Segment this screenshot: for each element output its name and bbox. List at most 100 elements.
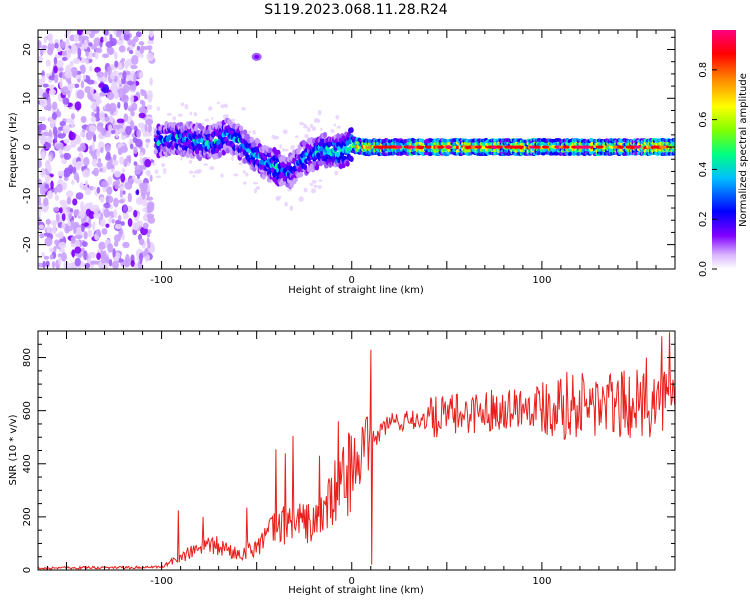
noise-blob (43, 35, 47, 44)
1-y-tick-label: 400 (22, 454, 33, 473)
noise-blob (48, 88, 56, 96)
noise-blob (142, 131, 149, 138)
noise-blob (45, 59, 51, 67)
noise-blob (80, 210, 86, 219)
halo-blob (309, 182, 314, 186)
noise-blob (61, 203, 68, 209)
noise-blob (81, 217, 86, 224)
ridge-cell (345, 160, 350, 167)
noise-blob (41, 75, 46, 84)
noise-blob (98, 167, 104, 173)
noise-blob (122, 212, 129, 220)
snr-panel: -100 0 100 0 200 400 600 800 Height of straight… (8, 330, 676, 596)
noise-blob (53, 65, 58, 74)
halo-blob (162, 168, 167, 172)
snr-series-line (38, 332, 675, 570)
ridge-peak (541, 145, 549, 149)
ridge-peak (516, 145, 524, 149)
halo-blob (255, 185, 261, 190)
halo-blob (192, 174, 196, 178)
noise-blob (117, 79, 122, 85)
noise-blob (102, 250, 107, 259)
noise-blob (127, 192, 132, 203)
ridge-peak (583, 145, 591, 149)
noise-blob (121, 168, 126, 173)
noise-blob (105, 130, 112, 138)
noise-blob (75, 192, 84, 200)
isolated-feature-core (254, 54, 260, 59)
noise-blob (87, 202, 94, 212)
noise-blob (39, 135, 46, 145)
ridge-cell (298, 171, 304, 178)
figure-title: S119.2023.068.11.28.R24 (264, 2, 447, 18)
noise-blob (133, 146, 138, 155)
noise-blob (90, 116, 97, 123)
ridge-cell (672, 143, 675, 147)
halo-blob (216, 101, 220, 105)
colorbar-gradient (712, 30, 736, 269)
noise-blob (53, 39, 60, 44)
noise-blob (99, 218, 106, 227)
noise-blob (70, 236, 76, 244)
noise-blob (104, 144, 111, 153)
halo-blob (180, 157, 183, 161)
noise-blob (85, 132, 90, 139)
noise-blob (93, 37, 101, 47)
noise-blob (144, 123, 148, 134)
noise-blob (125, 125, 132, 136)
noise-blob (128, 155, 132, 164)
noise-blob (83, 39, 88, 50)
noise-blob (97, 158, 102, 164)
halo-blob (238, 162, 243, 166)
noise-blob (85, 208, 92, 217)
halo-blob (303, 187, 308, 193)
noise-blob (119, 156, 125, 165)
noise-blob (106, 161, 112, 170)
noise-blob (106, 186, 113, 195)
halo-blob (279, 144, 282, 149)
noise-blob (95, 228, 101, 237)
1-y-tick-label: 800 (22, 348, 33, 367)
halo-blob (231, 155, 234, 162)
noise-blob (55, 212, 60, 222)
noise-blob (120, 221, 125, 227)
noise-blob (128, 50, 134, 55)
ridge-peak (596, 145, 604, 149)
noise-blob (106, 91, 115, 101)
1-x-tick-label: 0 (349, 576, 355, 587)
noise-blob (123, 100, 128, 111)
ridge-cell (312, 159, 317, 166)
noise-blob (52, 126, 58, 135)
noise-blob (43, 197, 49, 207)
noise-blob (41, 44, 48, 50)
ridge-peak (633, 145, 641, 149)
noise-blob (109, 72, 115, 80)
noise-blob (70, 113, 76, 120)
noise-blob (47, 42, 55, 52)
noise-blob (147, 123, 153, 133)
noise-blob (56, 59, 64, 68)
noise-blob (140, 187, 148, 196)
noise-blob (45, 260, 50, 268)
ridge-cell (672, 150, 675, 155)
noise-blob (90, 86, 94, 95)
noise-blob (130, 260, 135, 267)
halo-blob (156, 106, 160, 111)
ridge-peak (424, 145, 432, 149)
noise-blob (66, 145, 72, 150)
noise-blob (132, 175, 136, 181)
ridge-peak (437, 145, 445, 149)
noise-blob (66, 196, 72, 205)
noise-blob (47, 32, 54, 43)
noise-blob (133, 125, 138, 132)
noise-blob (57, 170, 65, 177)
halo-blob (204, 118, 210, 122)
noise-blob (81, 241, 88, 247)
noise-blob (138, 252, 144, 262)
noise-blob (82, 74, 87, 80)
noise-blob (99, 196, 105, 203)
halo-blob (314, 119, 317, 123)
noise-blob (112, 154, 117, 161)
noise-blob (68, 212, 73, 220)
noise-blob (62, 181, 68, 191)
